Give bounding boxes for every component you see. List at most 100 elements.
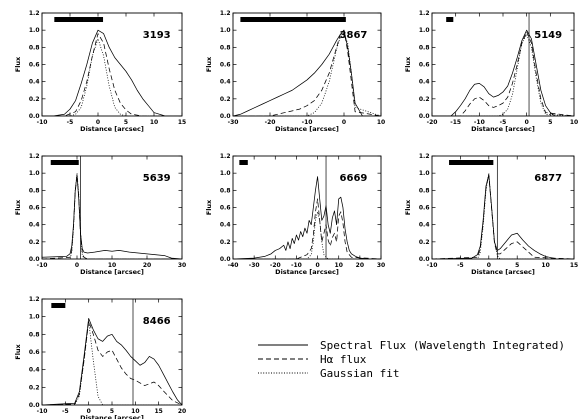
x-tick-label: -10	[37, 408, 48, 415]
y-tick-label: 1.0	[29, 314, 40, 321]
y-tick-label: 0.6	[220, 62, 231, 69]
y-tick-label: 0.0	[29, 113, 40, 120]
x-tick-label: -10	[37, 119, 48, 126]
scale-bar	[446, 17, 454, 22]
panel-6877: -10 -5 0 5 10 15 0.0 0.2 0.4 0.6 0.8 1.0 1.2 Distance…	[404, 153, 578, 276]
y-tick-label: 1.0	[29, 170, 40, 177]
plot-frame	[431, 12, 575, 117]
series-group	[432, 172, 574, 259]
y-tick-label: 0.2	[419, 239, 430, 246]
x-tick-label: 15	[154, 408, 162, 415]
x-tick-label: -30	[228, 119, 239, 126]
y-axis-label: Flux	[14, 343, 22, 359]
plot-frame	[41, 12, 183, 117]
series-dotted-line	[42, 320, 182, 405]
y-tick-label: 0.2	[29, 239, 40, 246]
series-solid-line	[233, 176, 381, 259]
series-group	[42, 29, 182, 116]
y-axis-label: Flux	[205, 199, 213, 215]
galaxy-label: 8466	[143, 316, 171, 327]
x-axis-label: Distance [arcsec]	[80, 125, 144, 133]
x-tick-label: 10	[541, 262, 549, 269]
panel-6669: -40 -30 -20 -10 0 10 20 30 0.0 0.2 0.4 0.6 0.8 1.0 1.2…	[205, 153, 385, 276]
x-axis-label: Distance [arcsec]	[275, 125, 339, 133]
y-tick-label: 1.0	[220, 170, 231, 177]
x-tick-label: -20	[265, 119, 276, 126]
y-tick-label: 0.2	[220, 239, 231, 246]
x-tick-label: 20	[143, 262, 151, 269]
y-tick-label: 1.0	[220, 27, 231, 34]
panel-3193: -10 -5 0 5 10 15 0.0 0.2 0.4 0.6 0.8 1.0 1.2 Distance…	[14, 10, 186, 133]
plot-frame	[41, 155, 183, 260]
series-dashed-line	[233, 29, 381, 116]
legend-label: Gaussian fit	[320, 367, 399, 380]
series-solid-line	[233, 29, 381, 116]
galaxy-label: 6669	[340, 173, 368, 184]
x-axis-label: Distance [arcsec]	[275, 268, 339, 276]
series-solid-line	[42, 29, 182, 116]
y-tick-label: 1.0	[419, 27, 430, 34]
x-tick-label: -40	[228, 262, 239, 269]
y-tick-label: 0.4	[419, 222, 430, 229]
x-tick-label: 15	[570, 262, 578, 269]
y-tick-label: 0.2	[220, 96, 231, 103]
y-tick-label: 1.2	[220, 153, 231, 160]
y-tick-label: 1.0	[29, 27, 40, 34]
y-tick-label: 1.2	[419, 153, 430, 160]
x-tick-label: 10	[108, 262, 116, 269]
x-tick-label: -10	[474, 119, 485, 126]
series-dotted-line	[233, 211, 381, 259]
x-tick-label: 0	[342, 119, 346, 126]
y-tick-label: 1.2	[29, 153, 40, 160]
x-tick-label: 0	[525, 119, 529, 126]
series-dashed-line	[42, 174, 182, 259]
y-axis-label: Flux	[404, 199, 412, 215]
x-tick-label: 0	[487, 262, 491, 269]
y-axis-label: Flux	[404, 56, 412, 72]
series-dotted-line	[42, 38, 182, 116]
plot-frame	[232, 155, 382, 260]
plot-frame	[41, 298, 183, 406]
scale-bar	[51, 303, 66, 308]
series-group	[233, 29, 381, 116]
y-tick-label: 0.8	[220, 187, 231, 194]
x-tick-label: 30	[377, 262, 385, 269]
panel-8466: -10 -5 0 5 10 15 20 0.0 0.2 0.4 0.6 0.8 1.0 1.2 Distan…	[14, 296, 186, 419]
series-solid-line	[432, 29, 574, 116]
scale-bar	[239, 160, 248, 165]
x-tick-label: 20	[356, 262, 364, 269]
y-tick-label: 0.0	[220, 113, 231, 120]
x-tick-label: -20	[270, 262, 281, 269]
x-tick-label: 10	[377, 119, 385, 126]
y-axis-label: Flux	[14, 199, 22, 215]
x-tick-label: -5	[62, 408, 69, 415]
y-tick-label: 0.6	[29, 62, 40, 69]
y-tick-label: 0.8	[220, 44, 231, 51]
x-tick-label: -20	[427, 119, 438, 126]
scale-bar	[50, 160, 79, 165]
galaxy-label: 3867	[340, 30, 368, 41]
series-group	[432, 29, 574, 116]
series-solid-line	[432, 174, 574, 259]
panel-5639: -10 0 10 20 30 0.0 0.2 0.4 0.6 0.8 1.0 1.2 Distance …	[14, 153, 186, 276]
series-dashed-line	[432, 174, 574, 259]
x-tick-label: -30	[249, 262, 260, 269]
x-tick-label: 10	[570, 119, 578, 126]
x-tick-label: -10	[427, 262, 438, 269]
galaxy-label: 5639	[143, 173, 171, 184]
plot-frame	[232, 12, 382, 117]
x-axis-label: Distance [arcsec]	[80, 414, 144, 419]
y-tick-label: 1.2	[29, 296, 40, 303]
galaxy-label: 5149	[534, 30, 562, 41]
x-tick-label: 0	[75, 262, 79, 269]
y-tick-label: 1.2	[419, 10, 430, 17]
y-tick-label: 0.0	[220, 256, 231, 263]
series-solid-line	[42, 174, 182, 259]
y-tick-label: 1.2	[220, 10, 231, 17]
series-dashed-line	[233, 198, 381, 259]
series-dotted-line	[233, 34, 381, 116]
y-tick-label: 1.0	[419, 170, 430, 177]
x-axis-label: Distance [arcsec]	[471, 268, 535, 276]
x-tick-label: 0	[96, 119, 100, 126]
